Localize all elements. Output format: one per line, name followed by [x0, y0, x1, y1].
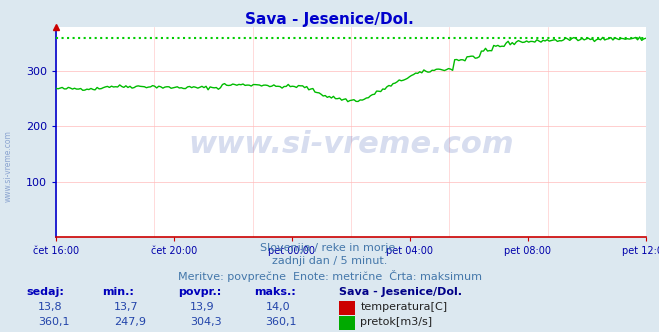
Text: min.:: min.:	[102, 287, 134, 297]
Text: temperatura[C]: temperatura[C]	[360, 302, 447, 312]
Text: 13,7: 13,7	[114, 302, 138, 312]
Text: 304,3: 304,3	[190, 317, 221, 327]
Text: sedaj:: sedaj:	[26, 287, 64, 297]
Text: 360,1: 360,1	[266, 317, 297, 327]
Text: maks.:: maks.:	[254, 287, 295, 297]
Text: povpr.:: povpr.:	[178, 287, 221, 297]
Text: 360,1: 360,1	[38, 317, 70, 327]
Text: 14,0: 14,0	[266, 302, 290, 312]
Text: Meritve: povprečne  Enote: metrične  Črta: maksimum: Meritve: povprečne Enote: metrične Črta:…	[177, 270, 482, 282]
Text: www.si-vreme.com: www.si-vreme.com	[188, 130, 514, 159]
Text: zadnji dan / 5 minut.: zadnji dan / 5 minut.	[272, 256, 387, 266]
Text: Slovenija / reke in morje.: Slovenija / reke in morje.	[260, 243, 399, 253]
Text: pretok[m3/s]: pretok[m3/s]	[360, 317, 432, 327]
Text: 247,9: 247,9	[114, 317, 146, 327]
Text: 13,8: 13,8	[38, 302, 63, 312]
Text: 13,9: 13,9	[190, 302, 214, 312]
Text: Sava - Jesenice/Dol.: Sava - Jesenice/Dol.	[339, 287, 463, 297]
Text: www.si-vreme.com: www.si-vreme.com	[3, 130, 13, 202]
Text: Sava - Jesenice/Dol.: Sava - Jesenice/Dol.	[245, 12, 414, 27]
